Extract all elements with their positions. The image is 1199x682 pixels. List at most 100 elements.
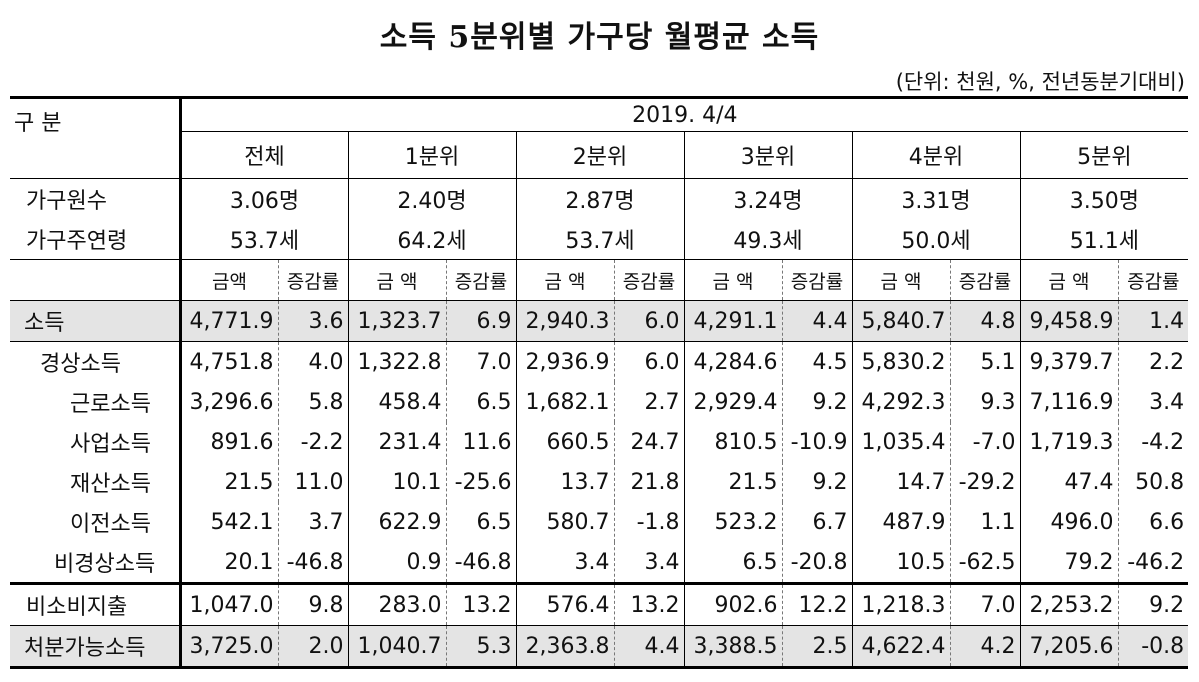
row-label [10, 259, 182, 301]
change-rate: 21.8 [613, 462, 684, 502]
change-rate: 13.2 [445, 583, 516, 626]
change-rate: -46.8 [277, 542, 348, 585]
data-row: 이전소득 542.1 3.7 622.9 6.5 580.7 -1.8 523.2 6.7 487… [10, 502, 1189, 542]
change-rate: 6.7 [781, 502, 852, 542]
amount: 891.6 [179, 422, 278, 462]
group-row: 전체 1분위 2분위 3분위 4분위 5분위 [10, 131, 1189, 179]
change-rate: -46.8 [445, 542, 516, 585]
amount: 3,725.0 [179, 625, 278, 669]
amount: 7,205.6 [1019, 625, 1118, 669]
change-rate: 2.5 [781, 625, 852, 669]
amount: 2,940.3 [515, 300, 614, 342]
row-label: 이전소득 [10, 502, 182, 542]
change-rate: 6.5 [445, 382, 516, 422]
household-value: 53.7세 [179, 219, 348, 260]
amount: 576.4 [515, 583, 614, 626]
row-label: 비소비지출 [10, 583, 182, 626]
amount: 458.4 [347, 382, 446, 422]
data-row: 근로소득 3,296.6 5.8 458.4 6.5 1,682.1 2.7 2,929.4 9… [10, 382, 1189, 422]
change-rate: 9.3 [949, 382, 1020, 422]
amount: 4,291.1 [683, 300, 782, 342]
corner-header: 구 분 [10, 96, 182, 179]
amount: 4,284.6 [683, 341, 782, 382]
amount: 1,719.3 [1019, 422, 1118, 462]
amount: 2,929.4 [683, 382, 782, 422]
amount: 2,253.2 [1019, 583, 1118, 626]
amount: 3,296.6 [179, 382, 278, 422]
amount: 622.9 [347, 502, 446, 542]
amount: 47.4 [1019, 462, 1118, 502]
sub-header: 증감률 [277, 259, 348, 301]
sub-header-row: 금액 증감률 금 액 증감률 금 액 증감률 금 액 증감률 금 액 증감률 금 액 증감률 [10, 259, 1189, 301]
amount: 2,363.8 [515, 625, 614, 669]
change-rate: -7.0 [949, 422, 1020, 462]
change-rate: 1.4 [1117, 300, 1189, 342]
amount: 1,035.4 [851, 422, 950, 462]
data-row: 처분가능소득 3,725.0 2.0 1,040.7 5.3 2,363.8 4.4 3,38… [10, 625, 1189, 669]
amount: 4,622.4 [851, 625, 950, 669]
household-value: 53.7세 [515, 219, 684, 260]
change-rate: 2.2 [1117, 341, 1189, 382]
sub-header: 금 액 [851, 259, 950, 301]
change-rate: 12.2 [781, 583, 852, 626]
change-rate: -20.8 [781, 542, 852, 585]
amount: 496.0 [1019, 502, 1118, 542]
change-rate: -2.2 [277, 422, 348, 462]
sub-header: 금액 [179, 259, 278, 301]
amount: 14.7 [851, 462, 950, 502]
amount: 10.1 [347, 462, 446, 502]
row-label: 경상소득 [10, 341, 182, 382]
household-value: 50.0세 [851, 219, 1020, 260]
change-rate: 7.0 [949, 583, 1020, 626]
amount: 9,379.7 [1019, 341, 1118, 382]
change-rate: 4.4 [613, 625, 684, 669]
change-rate: 11.6 [445, 422, 516, 462]
change-rate: 3.4 [1117, 382, 1189, 422]
sub-header: 증감률 [445, 259, 516, 301]
sub-header: 금 액 [515, 259, 614, 301]
change-rate: 3.6 [277, 300, 348, 342]
change-rate: 9.2 [781, 462, 852, 502]
change-rate: 2.0 [277, 625, 348, 669]
amount: 580.7 [515, 502, 614, 542]
change-rate: 6.9 [445, 300, 516, 342]
change-rate: 4.5 [781, 341, 852, 382]
change-rate: 9.2 [1117, 583, 1189, 626]
change-rate: 4.2 [949, 625, 1020, 669]
change-rate: 6.0 [613, 300, 684, 342]
sub-header: 증감률 [781, 259, 852, 301]
change-rate: 1.1 [949, 502, 1020, 542]
change-rate: 9.2 [781, 382, 852, 422]
row-label: 처분가능소득 [10, 625, 182, 669]
amount: 231.4 [347, 422, 446, 462]
household-value: 3.50명 [1019, 178, 1189, 219]
amount: 5,830.2 [851, 341, 950, 382]
amount: 10.5 [851, 542, 950, 585]
change-rate: 6.0 [613, 341, 684, 382]
change-rate: 13.2 [613, 583, 684, 626]
amount: 21.5 [683, 462, 782, 502]
household-value: 2.87명 [515, 178, 684, 219]
change-rate: 24.7 [613, 422, 684, 462]
household-value: 3.31명 [851, 178, 1020, 219]
household-value: 3.06명 [179, 178, 348, 219]
amount: 7,116.9 [1019, 382, 1118, 422]
period-header: 2019. 4/4 [179, 96, 1189, 132]
group-header: 4분위 [851, 131, 1020, 179]
data-row: 사업소득 891.6 -2.2 231.4 11.6 660.5 24.7 810.5 -10.… [10, 422, 1189, 462]
group-header: 1분위 [347, 131, 516, 179]
amount: 5,840.7 [851, 300, 950, 342]
change-rate: 3.4 [613, 542, 684, 585]
row-label: 가구원수 [10, 178, 182, 219]
sub-header: 증감률 [1117, 259, 1189, 301]
amount: 542.1 [179, 502, 278, 542]
household-value: 2.40명 [347, 178, 516, 219]
household-value: 49.3세 [683, 219, 852, 260]
amount: 4,771.9 [179, 300, 278, 342]
amount: 3,388.5 [683, 625, 782, 669]
change-rate: -1.8 [613, 502, 684, 542]
header-row: 구 분 2019. 4/4 [10, 96, 1189, 179]
amount: 1,323.7 [347, 300, 446, 342]
income-table: 구 분 2019. 4/4 전체 1분위 2분위 3분위 4분위 5분위 가구원수 3.06명 2.… [10, 96, 1189, 669]
